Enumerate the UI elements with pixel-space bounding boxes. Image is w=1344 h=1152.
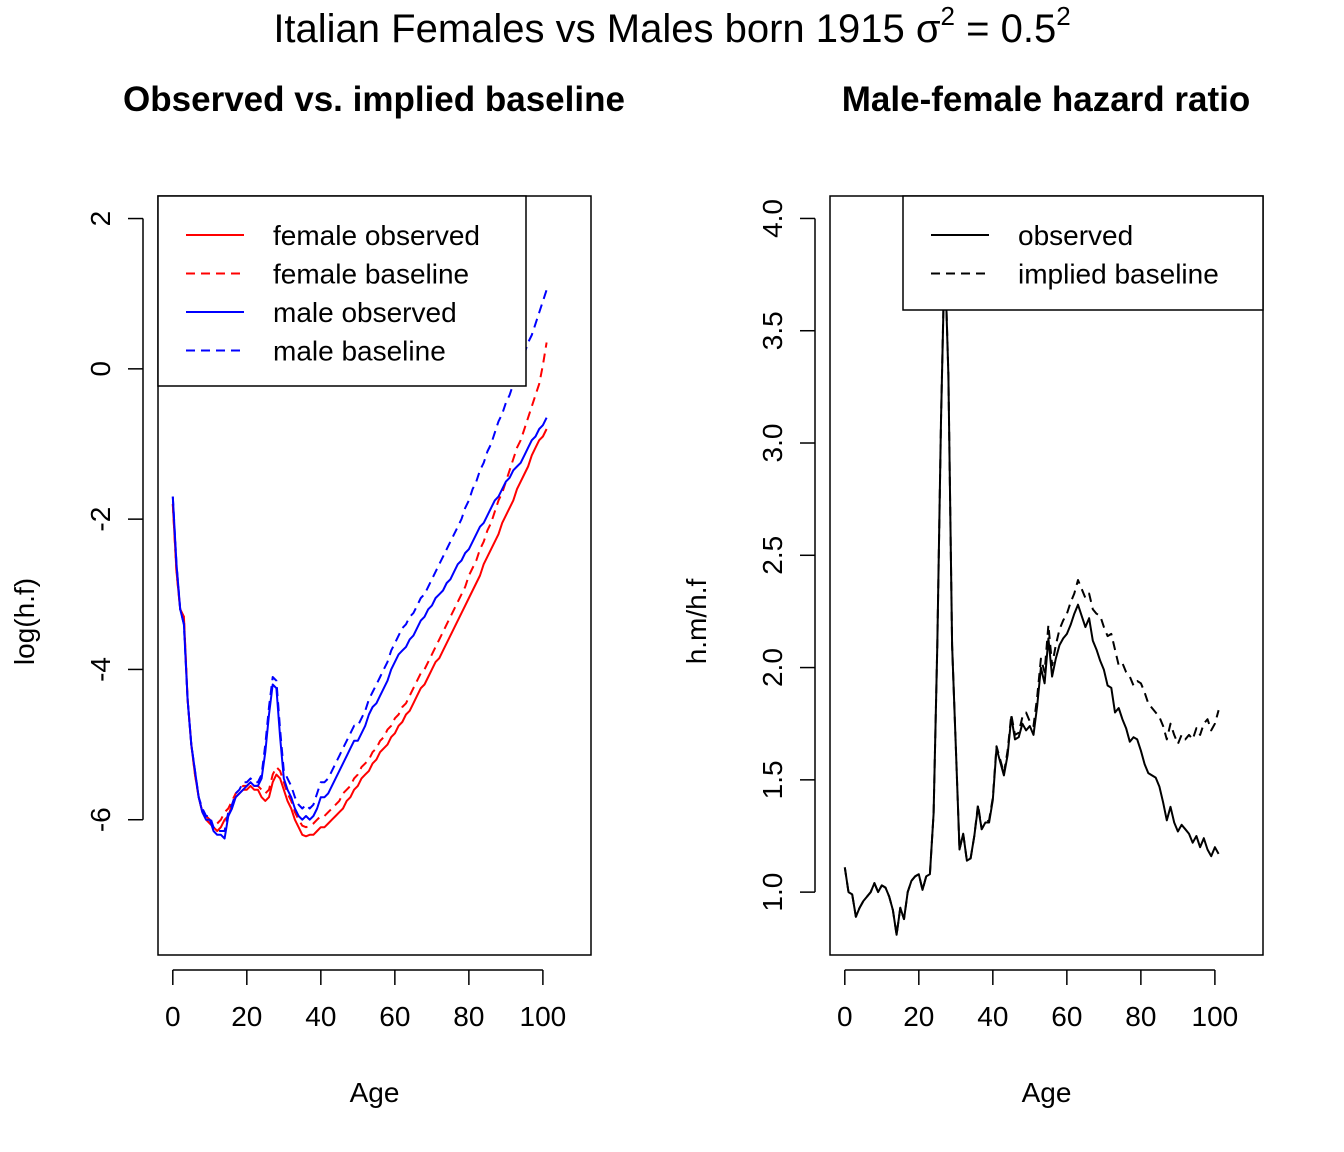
x-tick-label: 0: [165, 1001, 181, 1032]
y-tick-label: 3.5: [757, 311, 788, 350]
chart-title: Male-female hazard ratio: [842, 80, 1250, 119]
x-axis-label: Age: [1022, 1077, 1072, 1108]
x-tick-label: 80: [1125, 1001, 1156, 1032]
x-tick-label: 0: [837, 1001, 853, 1032]
y-tick-label: 4.0: [757, 199, 788, 238]
legend: observed implied baseline: [902, 195, 1264, 311]
suptitle-mid: = 0.5: [955, 7, 1056, 51]
suptitle-sup2: 2: [1056, 1, 1070, 31]
x-tick-label: 60: [379, 1001, 410, 1032]
y-tick-label: -6: [85, 807, 116, 832]
x-tick-label: 40: [305, 1001, 336, 1032]
x-tick-label: 60: [1051, 1001, 1082, 1032]
y-tick-label: -4: [85, 657, 116, 682]
x-tick-label: 80: [453, 1001, 484, 1032]
series-line-female-baseline: [171, 342, 548, 829]
legend-label: female observed: [273, 220, 480, 251]
y-tick-label: 2: [85, 211, 116, 227]
y-tick-label: -2: [85, 507, 116, 532]
y-tick-label: 2.5: [757, 536, 788, 575]
legend-label: female baseline: [273, 259, 469, 290]
legend-label: male baseline: [273, 336, 446, 367]
series-line-observed: [843, 251, 1220, 936]
legend-box: [157, 195, 527, 387]
series-line-male-baseline: [171, 289, 548, 832]
x-tick-label: 20: [903, 1001, 934, 1032]
legend-label: male observed: [273, 297, 457, 328]
legend: female observed female baseline male obser…: [157, 195, 527, 387]
legend-box: [902, 195, 1264, 311]
x-tick-label: 20: [231, 1001, 262, 1032]
y-tick-label: 3.0: [757, 424, 788, 463]
x-axis-label: Age: [350, 1077, 400, 1108]
suptitle-prefix: Italian Females vs Males born 1915 σ: [273, 7, 941, 51]
chart-title: Observed vs. implied baseline: [123, 80, 625, 119]
x-tick-label: 100: [520, 1001, 567, 1032]
legend-label: observed: [1018, 220, 1133, 251]
series-line-male-observed: [171, 417, 548, 840]
figure-suptitle: Italian Females vs Males born 1915 σ2 = …: [273, 1, 1070, 51]
x-tick-label: 40: [977, 1001, 1008, 1032]
y-axis-label: log(h.f): [9, 578, 40, 665]
y-axis-label: h.m/h.f: [681, 578, 712, 664]
panel-right: Male-female hazard ratio 0 20 40 60 80 100 Age 1…: [681, 80, 1264, 1108]
series-line-implied-baseline: [843, 246, 1220, 936]
legend-label: implied baseline: [1018, 259, 1219, 290]
suptitle-sup1: 2: [941, 1, 955, 31]
x-tick-label: 100: [1192, 1001, 1239, 1032]
y-tick-label: 2.0: [757, 648, 788, 687]
y-tick-label: 1.5: [757, 760, 788, 799]
y-tick-label: 1.0: [757, 873, 788, 912]
y-tick-label: 0: [85, 361, 116, 377]
